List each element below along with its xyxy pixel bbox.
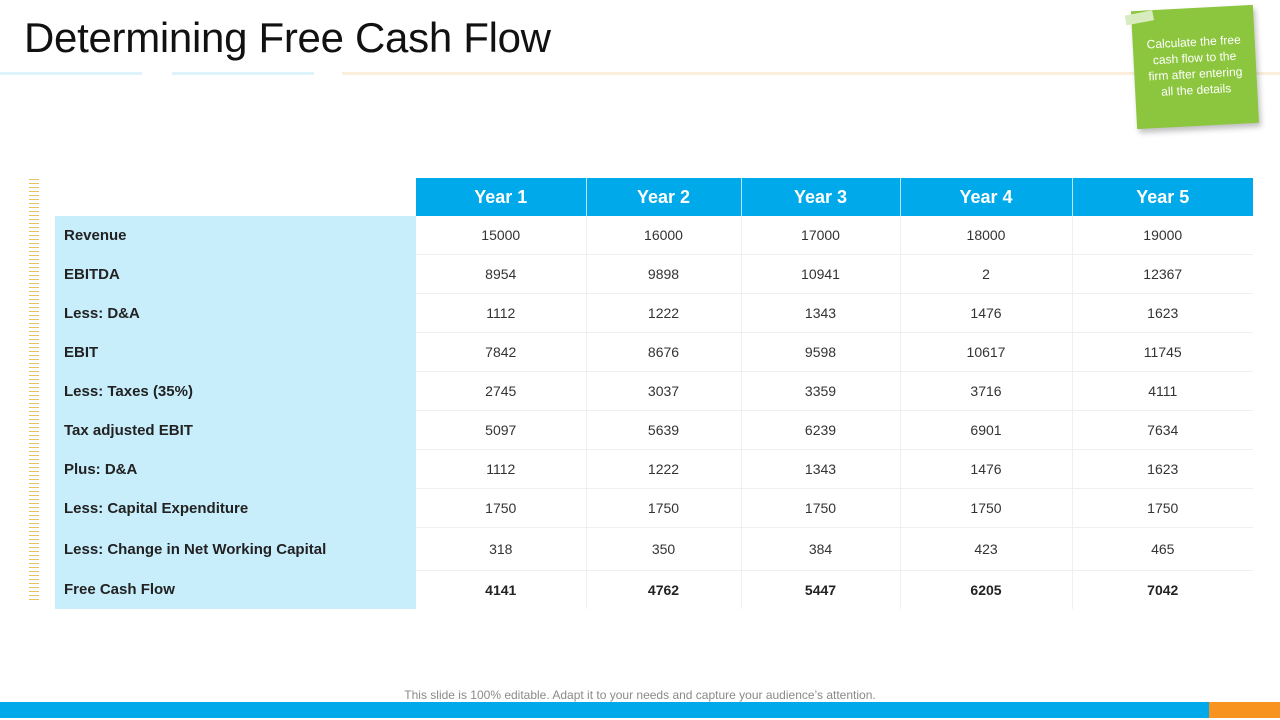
table-cell: 1750 (900, 488, 1073, 528)
table-row: Less: Change in Net Working Capital 318 35… (55, 527, 1253, 571)
table-cell: 17000 (741, 216, 901, 255)
row-label: Free Cash Flow (55, 570, 416, 609)
row-label: Tax adjusted EBIT (55, 410, 416, 450)
row-label: EBIT (55, 332, 416, 372)
column-header-year-1: Year 1 (416, 178, 587, 216)
table-cell: 1750 (416, 488, 587, 528)
table-cell: 1112 (416, 449, 587, 489)
table-cell: 6205 (900, 570, 1073, 609)
table-cell: 1750 (586, 488, 742, 528)
footer-bar-orange (1209, 702, 1280, 718)
footer-text: This slide is 100% editable. Adapt it to… (404, 688, 876, 702)
free-cash-flow-table: Year 1 Year 2 Year 3 Year 4 Year 5 Reven… (55, 178, 1253, 609)
table-row: Tax adjusted EBIT 5097 5639 6239 6901 7634 (55, 410, 1253, 450)
table-cell: 3037 (586, 371, 742, 411)
table-cell: 1343 (741, 293, 901, 333)
title-underline-segment (172, 72, 314, 75)
row-label: Less: Change in Net Working Capital (55, 527, 416, 571)
table-cell: 18000 (900, 216, 1073, 255)
table-row: Free Cash Flow 4141 4762 5447 6205 7042 (55, 570, 1253, 609)
table-cell: 4111 (1072, 371, 1253, 411)
table-cell: 7634 (1072, 410, 1253, 450)
table-cell: 2745 (416, 371, 587, 411)
table-cell: 1222 (586, 449, 742, 489)
table-cell: 4141 (416, 570, 587, 609)
title-underline-segment (0, 72, 142, 75)
column-header-year-5: Year 5 (1072, 178, 1253, 216)
table-cell: 15000 (416, 216, 587, 255)
table-row: Revenue 15000 16000 17000 18000 19000 (55, 216, 1253, 255)
table-row: Less: D&A 1112 1222 1343 1476 1623 (55, 293, 1253, 333)
table-corner (55, 178, 416, 216)
table-cell: 1222 (586, 293, 742, 333)
table-cell: 1343 (741, 449, 901, 489)
table-header-row: Year 1 Year 2 Year 3 Year 4 Year 5 (55, 178, 1253, 216)
table-cell: 1476 (900, 293, 1073, 333)
table-cell: 5097 (416, 410, 587, 450)
row-label: EBITDA (55, 254, 416, 294)
table-row: EBITDA 8954 9898 10941 2 12367 (55, 254, 1253, 294)
table-cell: 8676 (586, 332, 742, 372)
row-label: Less: Capital Expenditure (55, 488, 416, 528)
row-label: Revenue (55, 216, 416, 255)
table-cell: 19000 (1072, 216, 1253, 255)
table-cell: 6239 (741, 410, 901, 450)
table-cell: 8954 (416, 254, 587, 294)
table-cell: 465 (1072, 527, 1253, 571)
table-cell: 1750 (1072, 488, 1253, 528)
column-header-year-2: Year 2 (586, 178, 742, 216)
row-label: Less: D&A (55, 293, 416, 333)
table-row: Less: Taxes (35%) 2745 3037 3359 3716 4111 (55, 371, 1253, 411)
table-cell: 9598 (741, 332, 901, 372)
sticky-note-text: Calculate the free cash flow to the firm… (1146, 32, 1243, 99)
table-cell: 10617 (900, 332, 1073, 372)
title-underline-segment (342, 72, 1280, 75)
table-cell: 10941 (741, 254, 901, 294)
table-cell: 16000 (586, 216, 742, 255)
table-cell: 423 (900, 527, 1073, 571)
table-cell: 3359 (741, 371, 901, 411)
row-label: Plus: D&A (55, 449, 416, 489)
table-cell: 1750 (741, 488, 901, 528)
table-cell: 350 (586, 527, 742, 571)
table-cell: 1112 (416, 293, 587, 333)
table-cell: 7842 (416, 332, 587, 372)
sticky-note-tape (1124, 10, 1155, 26)
decorative-ruler (29, 179, 39, 601)
table-cell: 9898 (586, 254, 742, 294)
table-cell: 3716 (900, 371, 1073, 411)
table-cell: 7042 (1147, 582, 1179, 598)
table-cell: 12367 (1072, 254, 1253, 294)
table-cell: 11745 (1072, 332, 1253, 372)
table-cell: 5639 (586, 410, 742, 450)
table-row: Plus: D&A 1112 1222 1343 1476 1623 (55, 449, 1253, 489)
table-cell: 1623 (1072, 293, 1253, 333)
table-cell: 1476 (900, 449, 1073, 489)
table-cell: 6901 (900, 410, 1073, 450)
row-label: Less: Taxes (35%) (55, 371, 416, 411)
table-row: Less: Capital Expenditure 1750 1750 1750 175… (55, 488, 1253, 528)
table-cell: 4762 (586, 570, 742, 609)
column-header-year-3: Year 3 (741, 178, 901, 216)
sticky-note: Calculate the free cash flow to the firm… (1124, 4, 1260, 130)
table-cell: 318 (416, 527, 587, 571)
table-row: EBIT 7842 8676 9598 10617 11745 (55, 332, 1253, 372)
table-cell: 1623 (1072, 449, 1253, 489)
table-cell: 2 (900, 254, 1073, 294)
column-header-year-4: Year 4 (900, 178, 1073, 216)
table-body: Revenue 15000 16000 17000 18000 19000 EBITDA 89… (55, 216, 1253, 609)
table-cell: 384 (741, 527, 901, 571)
footer-bar-blue (0, 702, 1209, 718)
table-cell: 5447 (741, 570, 901, 609)
page-title: Determining Free Cash Flow (24, 14, 551, 61)
